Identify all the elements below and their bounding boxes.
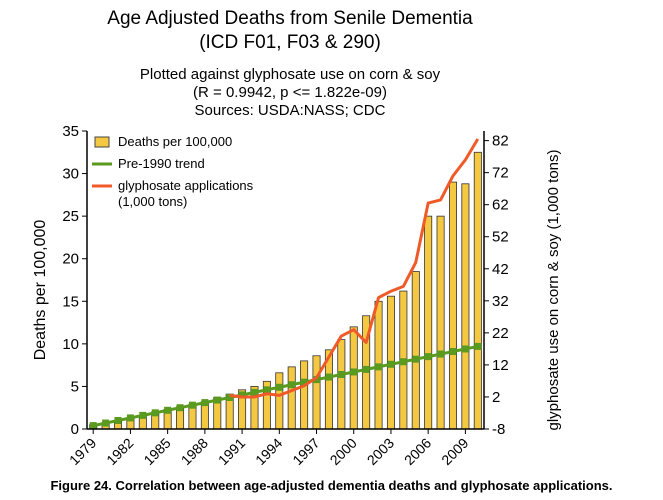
y-tick-label: 30: [62, 166, 79, 183]
bar: [436, 215, 445, 430]
trend-marker: [325, 373, 333, 381]
y-axis-label: Deaths per 100,000: [32, 220, 49, 361]
x-tick-label: 2003: [364, 435, 397, 468]
chart-subtitle: Plotted against glyphosate use on corn &…: [140, 66, 441, 83]
legend-label-glyphosate: glyphosate applications: [118, 178, 254, 193]
legend-label-glyphosate-line2: (1,000 tons): [118, 194, 187, 209]
trend-marker: [102, 419, 110, 427]
trend-marker: [375, 363, 383, 371]
y-tick-label: 35: [62, 123, 79, 140]
y2-tick-label: 72: [492, 165, 509, 182]
y2-tick-label: 2: [492, 389, 500, 406]
trend-marker: [201, 399, 209, 407]
trend-marker: [288, 381, 296, 389]
bar: [461, 183, 470, 430]
bar: [448, 181, 457, 430]
y2-tick-label: 82: [492, 133, 509, 150]
glyphosate-line: [229, 138, 480, 399]
y2-tick-label: 22: [492, 325, 509, 342]
y-tick-label: 15: [62, 293, 79, 310]
trend-marker: [238, 391, 246, 399]
legend-swatch-deaths: [94, 136, 110, 148]
trend-marker: [263, 386, 271, 394]
y-tick-label: 20: [62, 251, 79, 268]
trend-marker: [89, 422, 97, 430]
x-tick-label: 1982: [103, 435, 136, 468]
x-tick-label: 1991: [215, 435, 248, 468]
x-tick-label: 1988: [178, 435, 211, 468]
trend-marker: [188, 401, 196, 409]
trend-marker: [226, 393, 234, 401]
trend-marker: [164, 406, 172, 414]
trend-marker: [151, 409, 159, 417]
bar: [275, 372, 284, 430]
y-tick-label: 5: [71, 378, 79, 395]
y-tick-label: 0: [71, 421, 79, 438]
bar: [287, 366, 296, 430]
bar: [300, 360, 309, 430]
trend-marker: [424, 353, 432, 361]
trend-marker: [300, 378, 308, 386]
bar: [337, 339, 346, 430]
trend-marker: [213, 396, 221, 404]
x-tick-label: 2006: [401, 435, 434, 468]
trend-marker: [114, 416, 122, 424]
y2-tick-label: -8: [492, 421, 505, 438]
bar: [473, 151, 482, 430]
trend-marker: [412, 355, 420, 363]
y2-tick-label: 42: [492, 261, 509, 278]
trend-marker: [176, 404, 184, 412]
x-tick-label: 1985: [140, 435, 173, 468]
trend-marker: [337, 371, 345, 379]
trend-marker: [126, 414, 134, 422]
bar: [424, 215, 433, 430]
trend-marker: [387, 360, 395, 368]
y2-tick-label: 32: [492, 293, 509, 310]
legend-label-deaths: Deaths per 100,000: [118, 134, 232, 149]
bar: [349, 326, 358, 430]
x-tick-label: 1994: [252, 435, 285, 468]
y2-tick-label: 62: [492, 197, 509, 214]
trend-marker: [139, 411, 147, 419]
bar: [312, 355, 321, 430]
x-tick-label: 2009: [438, 435, 471, 468]
chart-sources: Sources: USDA:NASS; CDC: [195, 102, 386, 119]
y2-axis-label: glyphosate use on corn & soy (1,000 tons…: [545, 149, 562, 430]
x-tick-label: 1997: [289, 435, 322, 468]
trend-marker: [275, 383, 283, 391]
trend-marker: [474, 342, 482, 350]
x-tick-label: 2000: [327, 435, 360, 468]
bar: [411, 271, 420, 430]
y2-tick-label: 12: [492, 357, 509, 374]
figure-caption: Figure 24. Correlation between age-adjus…: [50, 478, 613, 493]
chart-subtitle-line2: (R = 0.9942, p <= 1.822e-09): [193, 84, 387, 101]
trend-marker: [350, 368, 358, 376]
legend-label-trend: Pre-1990 trend: [118, 156, 205, 171]
chart-title: Age Adjusted Deaths from Senile Dementia: [107, 8, 473, 29]
x-tick-label: 1979: [66, 435, 99, 468]
y-tick-label: 10: [62, 336, 79, 353]
legend: Deaths per 100,000 Pre-1990 trend glypho…: [92, 134, 254, 209]
trend-marker: [399, 358, 407, 366]
y2-tick-label: 52: [492, 229, 509, 246]
trend-marker: [313, 376, 321, 384]
chart-title-line2: (ICD F01, F03 & 290): [199, 32, 381, 53]
trend-marker: [437, 350, 445, 358]
trend-marker: [449, 348, 457, 356]
trend-line: [92, 344, 479, 428]
trend-marker: [362, 365, 370, 373]
trend-marker: [461, 345, 469, 353]
trend-marker: [250, 388, 258, 396]
y-tick-label: 25: [62, 208, 79, 225]
